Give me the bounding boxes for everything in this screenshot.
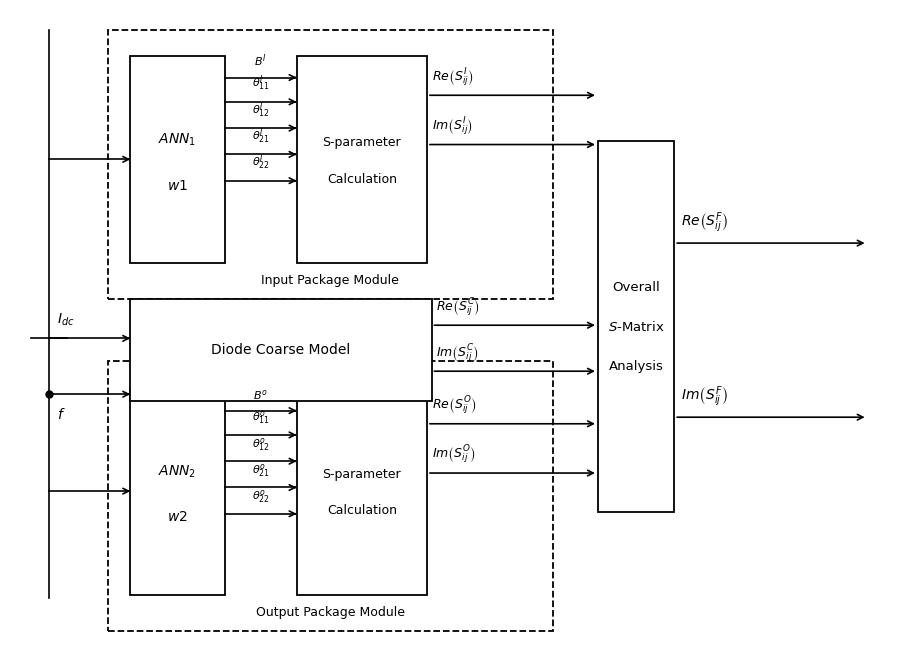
Bar [130,56,225,263]
Text: Diode Coarse Model: Diode Coarse Model [211,343,351,357]
Text: $f$: $f$ [57,407,66,422]
Bar [108,361,553,631]
Text: $\theta^I_{12}$: $\theta^I_{12}$ [252,100,270,120]
Bar [130,388,225,595]
Text: Overall: Overall [612,281,660,294]
Text: $S$-Matrix: $S$-Matrix [608,320,664,334]
Text: $\mathit{Im}\left(\mathit{S}^{C}_{ij}\right)$: $\mathit{Im}\left(\mathit{S}^{C}_{ij}\ri… [436,342,479,365]
Text: $\theta^I_{21}$: $\theta^I_{21}$ [252,126,270,146]
Text: Input Package Module: Input Package Module [262,274,399,287]
Text: $\mathit{Re}\left(\mathit{S}^{O}_{ij}\right)$: $\mathit{Re}\left(\mathit{S}^{O}_{ij}\ri… [432,395,476,417]
Text: $\mathit{Im}\left(\mathit{S}^{F}_{ij}\right)$: $\mathit{Im}\left(\mathit{S}^{F}_{ij}\ri… [681,385,728,409]
Text: $\theta^o_{12}$: $\theta^o_{12}$ [252,436,270,453]
Text: $I_{dc}$: $I_{dc}$ [57,312,74,328]
Text: $\mathit{Im}\left(\mathit{S}^{I}_{ij}\right)$: $\mathit{Im}\left(\mathit{S}^{I}_{ij}\ri… [432,116,473,138]
Text: $B^I$: $B^I$ [254,53,267,69]
Text: $\mathit{w1}$: $\mathit{w1}$ [167,179,188,193]
Text: Calculation: Calculation [327,505,396,517]
Text: $\mathit{Re}\left(\mathit{S}^{I}_{ij}\right)$: $\mathit{Re}\left(\mathit{S}^{I}_{ij}\ri… [432,66,473,89]
Text: $\theta^I_{11}$: $\theta^I_{11}$ [252,74,270,93]
Text: $\theta^I_{22}$: $\theta^I_{22}$ [252,152,270,172]
Bar [108,30,553,299]
Text: $\mathit{Re}\left(\mathit{S}^{F}_{ij}\right)$: $\mathit{Re}\left(\mathit{S}^{F}_{ij}\ri… [681,211,729,235]
Text: $\mathit{w2}$: $\mathit{w2}$ [167,510,188,524]
Text: $\mathit{ANN_2}$: $\mathit{ANN_2}$ [158,463,197,480]
Bar [130,299,432,401]
Text: $\theta^o_{21}$: $\theta^o_{21}$ [252,462,270,479]
Text: Output Package Module: Output Package Module [256,606,405,619]
Bar [598,141,674,512]
Text: S-parameter: S-parameter [323,137,401,149]
Text: $\mathit{Im}\left(\mathit{S}^{O}_{ij}\right)$: $\mathit{Im}\left(\mathit{S}^{O}_{ij}\ri… [432,444,476,466]
Text: $\mathit{ANN_1}$: $\mathit{ANN_1}$ [158,131,197,148]
Text: Calculation: Calculation [327,173,396,185]
Text: S-parameter: S-parameter [323,468,401,481]
Text: $\theta^o_{22}$: $\theta^o_{22}$ [252,488,270,505]
Text: $B^o$: $B^o$ [254,388,268,402]
Text: $\theta^o_{11}$: $\theta^o_{11}$ [252,409,270,426]
Bar [297,388,427,595]
Text: Analysis: Analysis [609,360,663,373]
Text: $\mathit{Re}\left(\mathit{S}^{C}_{ij}\right)$: $\mathit{Re}\left(\mathit{S}^{C}_{ij}\ri… [436,296,480,319]
Bar [297,56,427,263]
